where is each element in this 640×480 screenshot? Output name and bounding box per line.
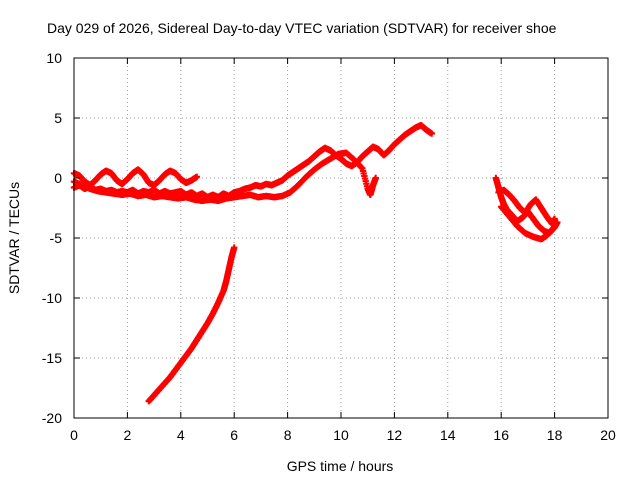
- x-tick-label: 6: [230, 427, 238, 443]
- x-tick-label: 4: [177, 427, 185, 443]
- data-series: [70, 122, 561, 405]
- series-late-track-c: [498, 203, 556, 243]
- series-lower-band: [70, 149, 379, 204]
- y-tick-label: 0: [54, 170, 62, 186]
- data-point: [372, 174, 379, 182]
- series-main-band: [70, 122, 435, 201]
- y-tick-label: -15: [42, 350, 62, 366]
- x-tick-label: 8: [284, 427, 292, 443]
- x-tick-label: 18: [547, 427, 563, 443]
- axis-ticks: [73, 57, 609, 419]
- grid-lines: [74, 58, 608, 418]
- series-late-track-b: [495, 186, 558, 227]
- data-point: [551, 215, 558, 222]
- y-tick-label: 10: [46, 50, 62, 66]
- x-tick-label: 2: [124, 427, 132, 443]
- x-axis-label: GPS time / hours: [287, 458, 394, 474]
- series-descending-track: [145, 244, 238, 405]
- y-tick-label: -20: [42, 410, 62, 426]
- x-tick-label: 12: [387, 427, 403, 443]
- data-point: [231, 244, 238, 251]
- y-tick-label: -10: [42, 290, 62, 306]
- chart-title: Day 029 of 2026, Sidereal Day-to-day VTE…: [47, 20, 557, 36]
- x-tick-labels: 0 2 4 6 8 10 12 14 16 18 20: [70, 427, 616, 443]
- x-tick-label: 14: [440, 427, 456, 443]
- y-tick-label: -5: [50, 230, 63, 246]
- data-point: [358, 164, 365, 171]
- series-upper-band: [70, 166, 201, 189]
- x-tick-label: 0: [70, 427, 78, 443]
- data-point: [548, 226, 556, 233]
- x-tick-label: 16: [493, 427, 509, 443]
- data-point: [193, 173, 201, 180]
- y-axis-label: SDTVAR / TECUs: [6, 182, 22, 294]
- y-tick-label: 5: [54, 110, 62, 126]
- data-point: [428, 130, 435, 137]
- y-tick-labels: -20 -15 -10 -5 0 5 10: [42, 50, 62, 426]
- x-tick-label: 20: [600, 427, 616, 443]
- x-tick-label: 10: [333, 427, 349, 443]
